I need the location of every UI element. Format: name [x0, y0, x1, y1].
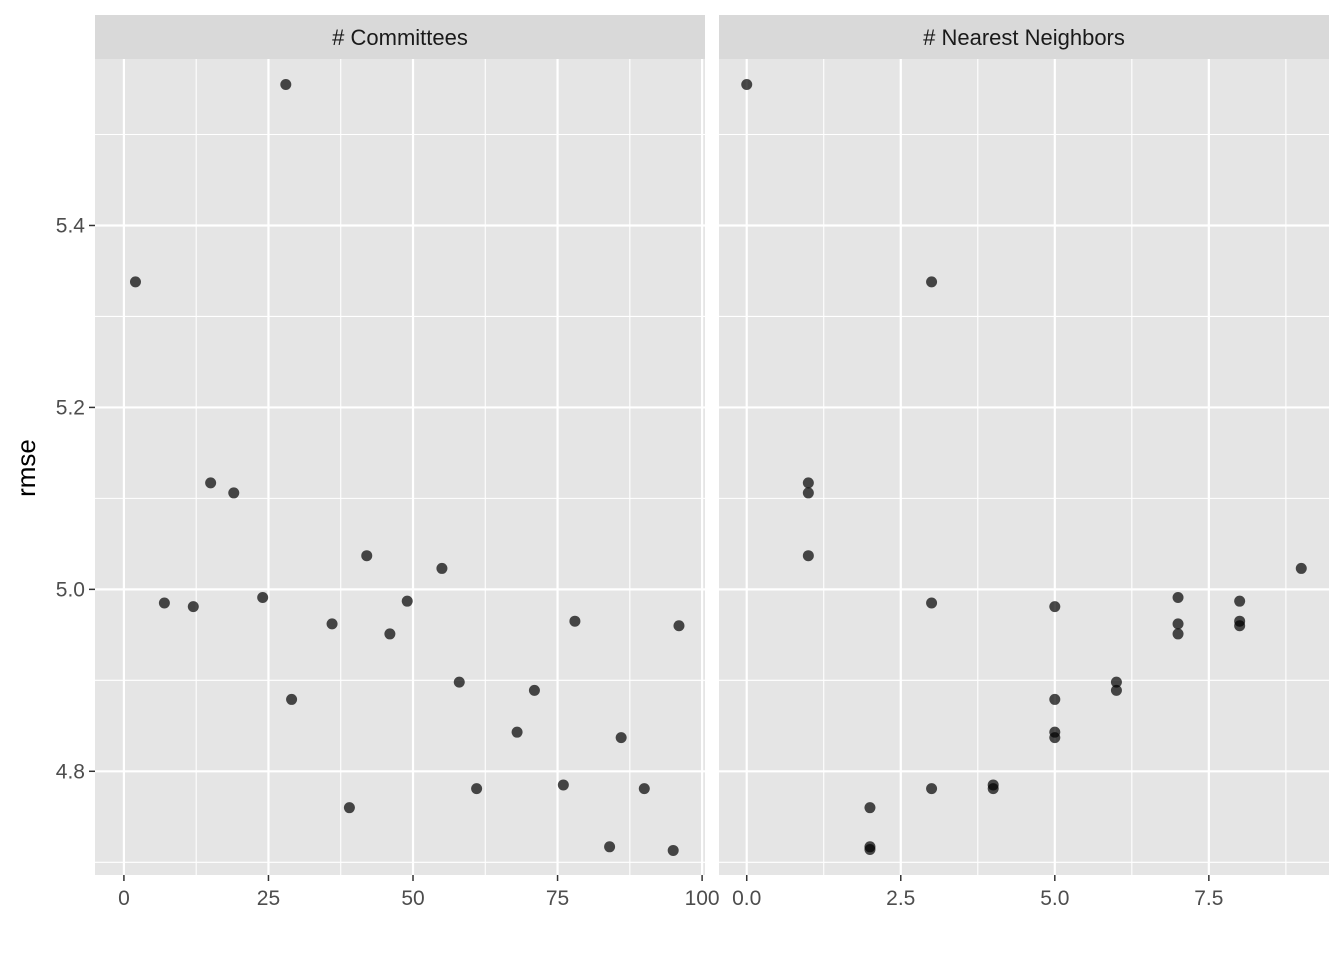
gridlines: [95, 59, 705, 875]
panel-background: [95, 59, 705, 875]
x-tick-label: 5.0: [1040, 887, 1069, 910]
data-point: [436, 562, 448, 574]
x-tick-label: 75: [546, 887, 569, 910]
data-point: [205, 477, 217, 489]
data-point: [1234, 595, 1246, 607]
data-point: [1049, 601, 1061, 613]
data-point: [129, 276, 141, 288]
data-point: [1110, 676, 1122, 688]
data-point: [741, 78, 753, 90]
facet-panel-2: # Nearest Neighbors 0.0 2.5 5.0 7.5: [719, 15, 1329, 910]
data-point: [384, 628, 396, 640]
data-point: [569, 615, 581, 627]
data-point: [987, 783, 999, 795]
panel-background: [719, 59, 1329, 875]
y-axis-title: rmse: [11, 439, 41, 497]
facet-strip: [95, 15, 705, 59]
data-point: [638, 783, 650, 795]
data-point: [1172, 628, 1184, 640]
data-point: [286, 693, 298, 705]
data-point: [511, 726, 523, 738]
data-points: [129, 78, 685, 856]
data-point: [401, 595, 413, 607]
data-point: [802, 487, 814, 499]
data-point: [667, 844, 679, 856]
data-point: [280, 78, 292, 90]
data-point: [926, 276, 938, 288]
data-point: [864, 802, 876, 814]
data-point: [1172, 592, 1184, 604]
data-point: [604, 841, 616, 853]
data-point: [926, 783, 938, 795]
data-point: [802, 477, 814, 489]
data-point: [673, 620, 685, 632]
data-point: [471, 783, 483, 795]
data-point: [158, 597, 170, 609]
facet-strip-label: # Nearest Neighbors: [923, 25, 1125, 50]
data-point: [361, 550, 373, 562]
data-point: [802, 550, 814, 562]
x-tick-label: 100: [685, 887, 720, 910]
data-point: [1110, 684, 1122, 696]
y-tick-label: 5.2: [56, 396, 85, 419]
data-point: [257, 592, 269, 604]
facet-strip-label: # Committees: [332, 25, 468, 50]
x-tick-label: 7.5: [1194, 887, 1223, 910]
y-tick-label: 5.0: [56, 578, 85, 601]
data-point: [453, 676, 465, 688]
data-point: [926, 597, 938, 609]
facet-panel-1: # Committees 0 25 50 75 100: [95, 15, 720, 910]
x-tick-label: 50: [401, 887, 424, 910]
data-points: [741, 78, 1307, 856]
data-point: [187, 601, 199, 613]
data-point: [228, 487, 240, 499]
data-point: [615, 732, 627, 744]
gridlines: [719, 59, 1329, 875]
data-point: [326, 618, 338, 630]
data-point: [1234, 620, 1246, 632]
facet-strip: [719, 15, 1329, 59]
data-point: [557, 779, 569, 791]
y-tick-label: 5.4: [56, 214, 86, 237]
data-point: [1295, 562, 1307, 574]
data-point: [864, 844, 876, 856]
data-point: [1049, 693, 1061, 705]
x-tick-label: 25: [257, 887, 280, 910]
data-point: [1049, 732, 1061, 744]
data-point: [1172, 618, 1184, 630]
y-axis: 4.8 5.0 5.2 5.4: [56, 214, 95, 783]
x-tick-label: 2.5: [886, 887, 915, 910]
x-tick-label: 0: [118, 887, 130, 910]
y-tick-label: 4.8: [56, 760, 85, 783]
data-point: [343, 802, 355, 814]
x-tick-label: 0.0: [732, 887, 761, 910]
data-point: [528, 684, 540, 696]
